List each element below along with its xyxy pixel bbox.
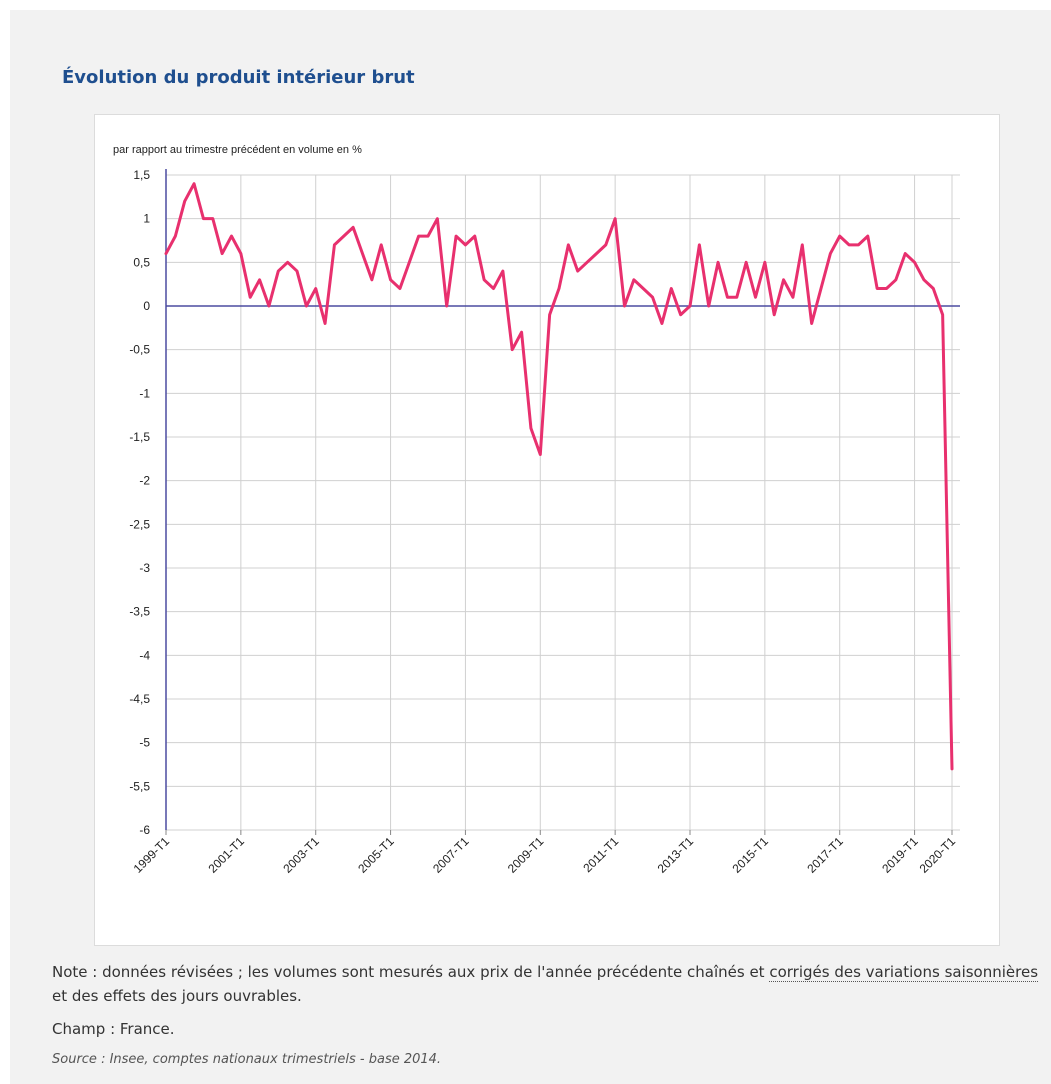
y-tick-label: -5,5 [129,779,150,793]
x-tick-label: 2009-T1 [505,834,547,876]
x-tick-label: 2003-T1 [280,834,322,876]
y-tick-label: -3 [139,561,150,575]
note-text: Note : données révisées ; les volumes so… [52,960,1042,1008]
y-tick-label: -2 [139,474,150,488]
y-tick-label: 1,5 [133,168,150,182]
y-tick-label: -0,5 [129,343,150,357]
source-text: Source : Insee, comptes nationaux trimes… [52,1052,442,1067]
cvs-definition-link[interactable]: corrigés des variations saisonnières [769,963,1039,982]
y-tick-label: -1 [139,386,150,400]
note-suffix: et des effets des jours ouvrables. [52,987,302,1005]
y-tick-label: 1 [143,212,150,226]
y-tick-label: -4,5 [129,692,150,706]
chart-subtitle: par rapport au trimestre précédent en vo… [113,144,362,156]
x-tick-label: 2005-T1 [355,834,397,876]
x-tick-label: 2013-T1 [655,834,697,876]
y-tick-label: -1,5 [129,430,150,444]
gdp-series-line [164,182,954,771]
gdp-line-chart: par rapport au trimestre précédent en vo… [113,144,960,876]
champ-text: Champ : France. [52,1020,175,1038]
x-tick-label: 2020-T1 [917,834,959,876]
note-prefix: Note : données révisées ; les volumes so… [52,963,770,981]
x-tick-label: 2011-T1 [580,834,621,875]
y-tick-label: -5 [139,736,150,750]
x-tick-label: 2017-T1 [804,834,846,876]
chart-container: par rapport au trimestre précédent en vo… [94,114,1000,946]
y-tick-label: -4 [139,648,150,662]
figure-panel: Évolution du produit intérieur brut par … [10,10,1051,1084]
y-tick-label: -6 [139,823,150,837]
y-tick-label: -2,5 [129,517,150,531]
y-tick-label: 0,5 [133,255,150,269]
y-tick-label: 0 [143,299,150,313]
x-tick-label: 1999-T1 [131,834,173,876]
y-tick-label: -3,5 [129,605,150,619]
x-tick-label: 2001-T1 [205,834,247,876]
figure-title: Évolution du produit intérieur brut [62,67,415,88]
x-tick-label: 2015-T1 [729,834,771,876]
x-tick-label: 2019-T1 [879,834,921,876]
x-tick-label: 2007-T1 [430,834,472,876]
